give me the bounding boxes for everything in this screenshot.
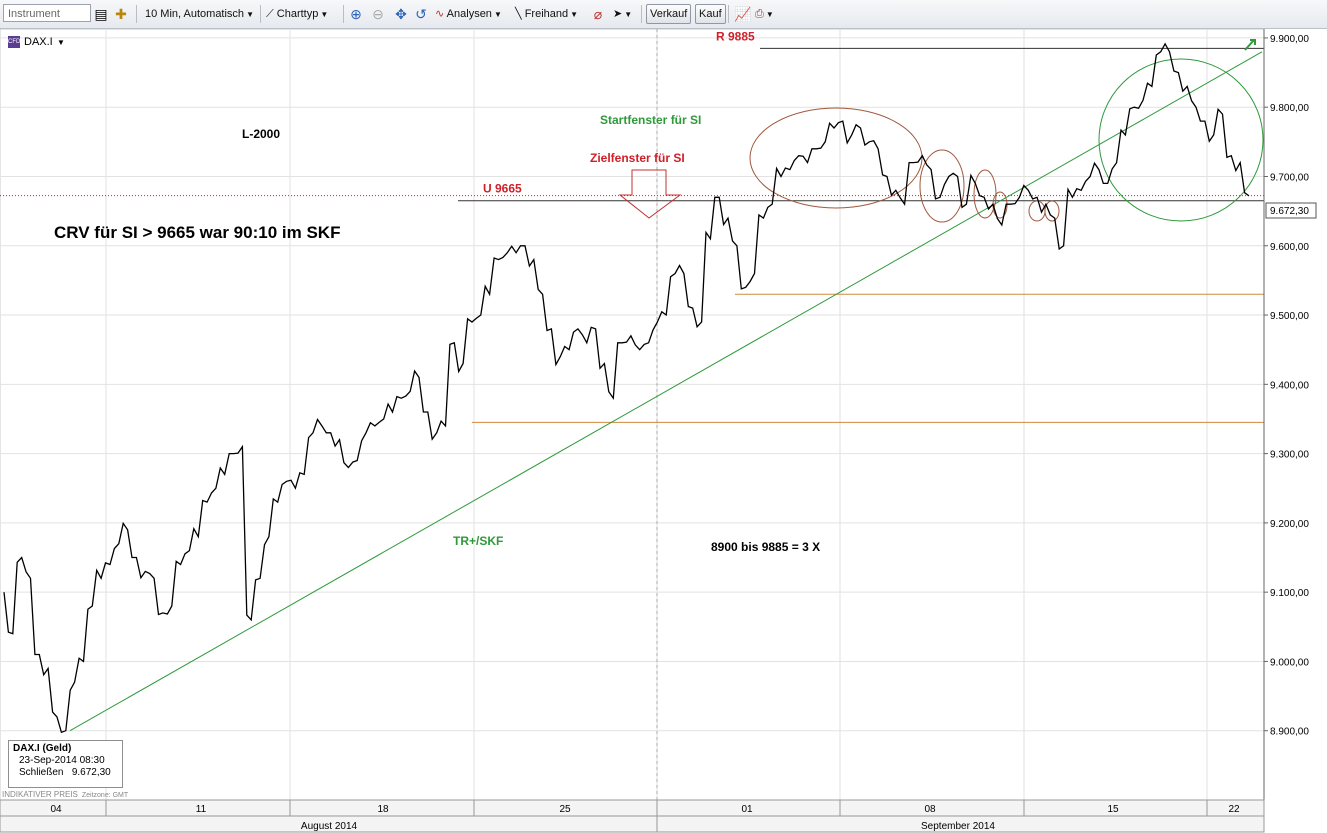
x-month-label: September 2014 [921,821,995,832]
ovals [749,58,1264,223]
y-tick-label: 9.700,00 [1270,172,1309,183]
trendline-group [69,51,1263,732]
pan-icon[interactable]: ✥ [395,6,407,22]
analysen-icon: ∿ [435,8,447,20]
kauf-button[interactable]: Kauf [695,4,726,24]
x-day-label: 01 [741,804,753,815]
price-chart[interactable]: R 9885 U 9665 8.900,00 9.000,00 9.100,00 9.2… [0,29,1327,833]
y-tick-label: 9.900,00 [1270,34,1309,45]
toolbar: Instrument ▤ ✚ 10 Min, Automatisch ▼ ⟋ Ch… [0,0,1327,29]
annotation-startfenster: Startfenster für SI [600,113,701,127]
zoom-out-icon[interactable]: ⊖ [372,6,384,22]
level-label: R 9885 [716,29,755,43]
x-axis: 04 11 18 25 01 08 15 22 August 2014 September 201… [0,799,1265,833]
zoom-in-icon[interactable]: ⊕ [350,6,362,22]
tooltip-close-value: 9.672,30 [71,767,111,778]
indicator-icon[interactable]: 📈 [734,6,752,22]
annotation-zielfenster: Zielfenster für SI [590,151,685,165]
trend-arrow-icon [1244,39,1256,51]
last-value-label: 9.672,30 [1270,206,1309,217]
eraser-icon[interactable]: ⌀ [593,6,603,22]
pointer-dropdown[interactable]: ➤ ▼ [613,4,632,24]
tooltip-datetime: 23-Sep-2014 08:30 [19,755,105,766]
trendline-label: TR+/SKF [453,534,503,548]
chevron-down-icon: ▼ [765,10,774,19]
cfd-badge: CFD [8,36,20,49]
x-day-label: 11 [196,804,207,815]
interval-dropdown[interactable]: 10 Min, Automatisch ▼ [145,4,254,24]
instrument-name: DAX.I [24,36,53,48]
chevron-down-icon: ▼ [54,38,65,47]
chevron-down-icon: ▼ [493,10,502,19]
analysen-label: Analysen [446,8,492,20]
y-tick-label: 9.400,00 [1270,380,1309,391]
trendline [69,51,1263,732]
draw-line-icon: ╲ [515,8,525,20]
y-tick-label: 9.200,00 [1270,519,1309,530]
y-tick-label: 9.000,00 [1270,657,1309,668]
print-dropdown[interactable]: ⎙ ▼ [755,4,774,24]
y-axis: 8.900,00 9.000,00 9.100,00 9.200,00 9.300,00… [1263,29,1309,800]
x-day-label: 08 [924,804,936,815]
annotations: L-2000 CRV für SI > 9665 war 90:10 im SK… [54,39,1256,554]
grid [0,29,1265,801]
x-day-label: 04 [50,804,62,815]
freihand-label: Freihand [524,8,569,20]
chevron-down-icon: ▼ [570,10,579,19]
price-line [3,42,1250,734]
x-axis-days-band [0,799,1265,817]
highlight-oval [919,149,965,223]
chevron-down-icon: ▼ [624,10,633,19]
freihand-dropdown[interactable]: ╲ Freihand ▼ [515,4,578,24]
highlight-oval [1098,58,1264,222]
tooltip-title: DAX.I (Geld) [13,743,72,754]
down-arrow-icon [618,169,682,219]
y-tick-label: 8.900,00 [1270,727,1309,738]
x-month-label: August 2014 [301,821,358,832]
y-tick-label: 9.500,00 [1270,311,1309,322]
chevron-down-icon: ▼ [320,10,329,19]
analysen-dropdown[interactable]: ∿ Analysen ▼ [435,4,502,24]
annotation-l2000: L-2000 [242,127,280,141]
highlight-oval [973,169,997,219]
y-tick-label: 9.600,00 [1270,242,1309,253]
data-tooltip: DAX.I (Geld) 23-Sep-2014 08:30 Schließen… [8,740,123,788]
line-chart-icon: ⟋ [266,8,277,20]
x-day-label: 18 [377,804,389,815]
x-day-label: 22 [1228,804,1240,815]
highlight-oval [749,107,923,209]
y-tick-label: 9.300,00 [1270,450,1309,461]
print-icon: ⎙ [755,8,764,20]
y-tick-label: 9.100,00 [1270,588,1309,599]
x-day-label: 25 [559,804,571,815]
charttyp-dropdown[interactable]: ⟋ Charttyp ▼ [266,4,328,24]
indicative-price-note: INDIKATIVER PREIS Zeitzone: GMT [2,790,128,799]
annotation-bis: 8900 bis 9885 = 3 X [711,540,820,554]
charttyp-label: Charttyp [276,8,319,20]
y-tick-label: 9.800,00 [1270,103,1309,114]
levels: R 9885 U 9665 [0,29,1264,423]
tooltip-close-row: Schließen 9.672,30 [13,767,118,779]
last-value-box: 9.672,30 [1265,202,1317,219]
verkauf-button[interactable]: Verkauf [646,4,692,24]
zeitzone-label: Zeitzone: GMT [81,792,129,799]
indikativ-label: INDIKATIVER PREIS [2,790,78,799]
interval-label: 10 Min, Automatisch [145,8,245,20]
cursor-icon: ➤ [613,8,623,20]
price-series [3,42,1250,734]
instrument-input[interactable]: Instrument [3,4,91,22]
tooltip-close-label: Schließen [19,767,64,778]
list-icon[interactable]: ▤ [94,6,108,22]
plot-frame [0,29,1265,801]
annotation-crv: CRV für SI > 9665 war 90:10 im SKF [54,223,340,242]
highlight-oval [1044,200,1060,222]
x-day-label: 15 [1107,804,1119,815]
reset-icon[interactable]: ↺ [415,6,427,22]
add-instrument-icon[interactable]: ✚ [115,6,127,22]
x-axis-months-band [0,815,1265,833]
instrument-selector[interactable]: CFD DAX.I ▼ [8,36,65,49]
chevron-down-icon: ▼ [246,10,254,19]
level-label: U 9665 [483,182,522,196]
